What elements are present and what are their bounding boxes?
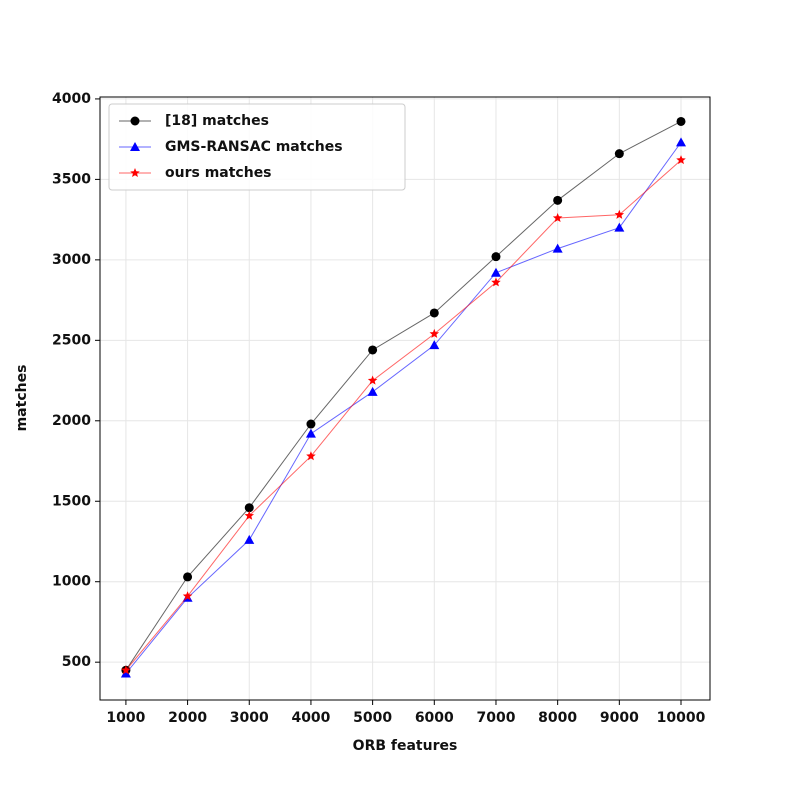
marker [244, 534, 255, 544]
x-tick-label: 4000 [291, 710, 330, 726]
marker [553, 195, 563, 205]
marker [120, 668, 131, 678]
plot-frame [99, 96, 711, 701]
marker [244, 503, 254, 513]
x-tick-label: 2000 [168, 710, 207, 726]
legend-label: GMS-RANSAC matches [165, 139, 343, 155]
marker [552, 243, 563, 253]
marker [305, 428, 316, 438]
y-tick-label: 1500 [52, 493, 91, 509]
marker [130, 168, 140, 178]
y-tick-label: 4000 [52, 91, 91, 107]
x-tick-label: 7000 [476, 710, 515, 726]
series-line [125, 159, 682, 671]
marker [429, 308, 439, 318]
legend-label: ours matches [165, 165, 272, 181]
y-tick-label: 3000 [52, 252, 91, 268]
y-tick-label: 3500 [52, 171, 91, 187]
marker [676, 116, 686, 126]
y-tick-label: 2500 [52, 332, 91, 348]
legend-label: [18] matches [165, 113, 269, 129]
x-tick-label: 6000 [415, 710, 454, 726]
x-tick-label: 8000 [538, 710, 577, 726]
marker [368, 345, 378, 355]
x-tick-label: 3000 [230, 710, 269, 726]
y-tick-label: 1000 [52, 574, 91, 590]
marker [491, 277, 501, 287]
x-tick-label: 9000 [600, 710, 639, 726]
y-axis-label: matches [14, 365, 30, 432]
x-tick-label: 10000 [657, 710, 706, 726]
marker [490, 267, 501, 277]
marker [676, 155, 686, 165]
marker [676, 137, 687, 147]
y-tick-label: 2000 [52, 413, 91, 429]
marker [614, 222, 625, 232]
series-line [125, 121, 682, 671]
marker [130, 142, 140, 151]
legend-box [108, 103, 406, 191]
marker [367, 386, 378, 396]
x-tick-label: 5000 [353, 710, 392, 726]
marker [552, 213, 563, 223]
marker [306, 451, 316, 461]
series-line [125, 142, 682, 674]
x-axis-label: ORB features [353, 738, 458, 754]
x-tick-label: 1000 [106, 710, 145, 726]
marker [429, 328, 440, 338]
marker [121, 665, 131, 675]
marker [429, 340, 440, 350]
marker [614, 209, 625, 219]
marker [306, 419, 316, 429]
marker [182, 591, 193, 601]
marker [491, 252, 501, 262]
marker [367, 375, 378, 385]
y-tick-label: 500 [62, 654, 91, 670]
marker [244, 510, 255, 520]
marker [614, 149, 624, 159]
marker [130, 116, 140, 126]
marker [183, 572, 193, 582]
